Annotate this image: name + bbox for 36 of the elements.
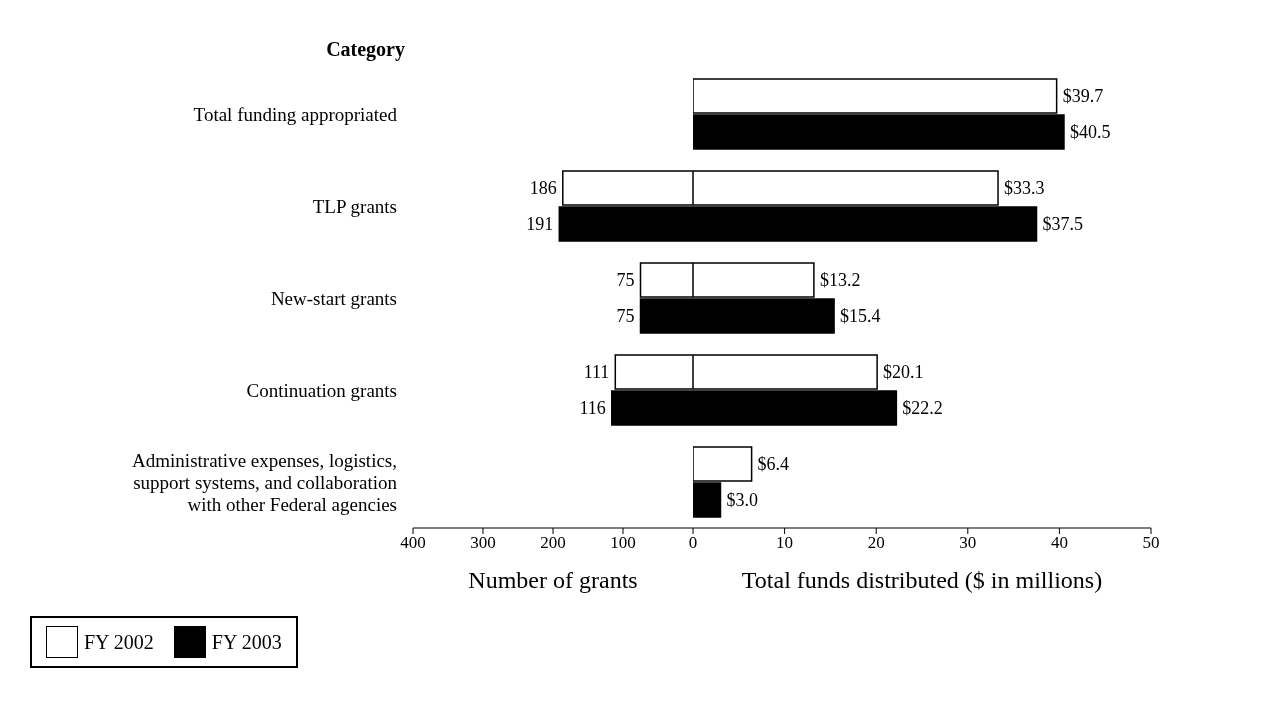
- legend-label: FY 2002: [84, 630, 154, 654]
- x-tick-label: 0: [688, 533, 698, 553]
- x-tick-label: 300: [470, 533, 496, 553]
- data-label: 75: [616, 270, 635, 291]
- y-tick-label: Administrative expenses, logistics, support systems, and collaboration with other Federal agencies: [132, 449, 398, 515]
- data-label: $13.2: [819, 270, 861, 291]
- y-tick-label: Continuation grants: [246, 379, 397, 401]
- data-label: $22.2: [902, 398, 943, 419]
- data-label: 75: [616, 306, 635, 327]
- x-axis-title: Total funds distributed ($ in millions): [741, 567, 1103, 593]
- x-tick-label: 30: [959, 533, 977, 553]
- data-label: 116: [579, 398, 606, 419]
- data-label: $40.5: [1069, 122, 1111, 143]
- x-tick-label: 200: [540, 533, 566, 553]
- data-label: $20.1: [883, 362, 924, 383]
- y-axis-title: Category: [325, 38, 405, 61]
- data-label: $37.5: [1042, 214, 1083, 235]
- y-tick-label: Total funding appropriated: [193, 103, 398, 125]
- legend-label: FY 2003: [211, 630, 282, 654]
- x-tick-label: 50: [1142, 533, 1160, 553]
- data-label: $15.4: [840, 306, 881, 327]
- x-tick-label: 20: [867, 533, 885, 553]
- data-label: $6.4: [757, 454, 790, 475]
- x-tick-label: 40: [1050, 533, 1068, 553]
- data-label: 186: [529, 178, 557, 199]
- data-label: $33.3: [1004, 178, 1045, 199]
- data-label: 191: [526, 214, 554, 235]
- data-label: $3.0: [726, 490, 758, 511]
- y-tick-label: TLP grants: [312, 195, 397, 217]
- x-tick-label: 100: [610, 533, 636, 553]
- x-tick-label: 400: [400, 533, 426, 553]
- x-axis-title: Number of grants: [468, 567, 638, 593]
- data-label: $39.7: [1062, 86, 1104, 107]
- x-tick-label: 10: [776, 533, 794, 553]
- y-tick-label: New-start grants: [270, 287, 397, 309]
- data-label: 111: [583, 362, 610, 383]
